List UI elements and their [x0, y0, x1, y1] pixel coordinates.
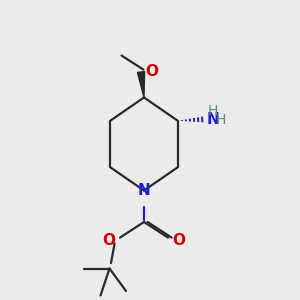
- Text: O: O: [172, 233, 185, 248]
- Text: N: N: [138, 183, 150, 198]
- Text: O: O: [103, 233, 116, 248]
- Text: H: H: [215, 113, 226, 128]
- Text: O: O: [146, 64, 158, 79]
- Text: N: N: [207, 112, 220, 127]
- Polygon shape: [137, 72, 145, 98]
- Text: H: H: [208, 104, 218, 118]
